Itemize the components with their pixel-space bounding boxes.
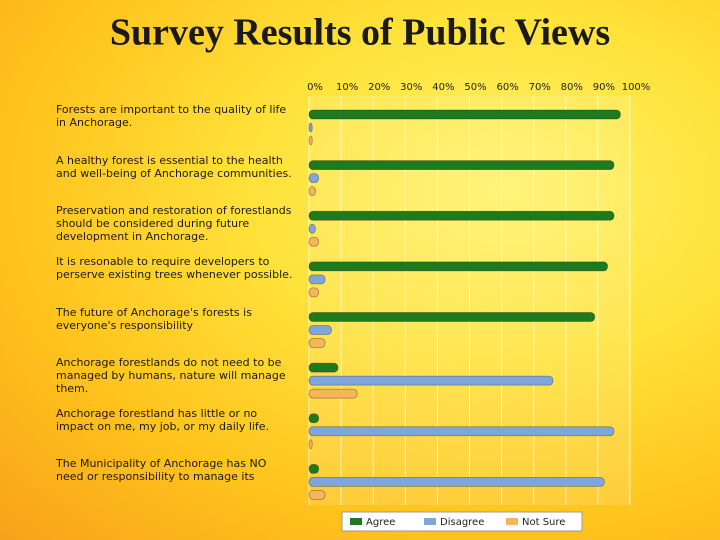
bar <box>308 426 615 437</box>
legend-swatch <box>350 518 362 525</box>
bar <box>308 463 320 474</box>
x-tick-label: 30% <box>400 82 422 93</box>
bar <box>308 489 326 500</box>
x-tick-label: 50% <box>464 82 486 93</box>
bar <box>308 325 332 335</box>
category-label: It is resonable to require developers to… <box>56 254 293 281</box>
bar <box>308 413 320 424</box>
category-label: Anchorage forestland has little or no im… <box>56 406 270 433</box>
bar <box>308 287 320 298</box>
legend-swatch <box>424 518 436 525</box>
legend-label: Agree <box>366 517 395 528</box>
bar <box>308 236 320 247</box>
legend-label: Not Sure <box>522 517 565 528</box>
category-label: The future of Anchorage's forests is eve… <box>56 305 252 332</box>
bar <box>308 160 615 171</box>
bar <box>308 223 316 234</box>
category-label: A healthy forest is essential to the hea… <box>56 153 292 180</box>
category-label: The Municipality of Anchorage has NO nee… <box>56 457 267 484</box>
bar <box>308 135 313 146</box>
bar <box>308 122 313 133</box>
bar <box>308 274 326 285</box>
x-tick-label: 80% <box>561 82 583 93</box>
category-label: Anchorage forestlands do not need to be … <box>56 356 286 396</box>
bar <box>308 173 320 184</box>
x-tick-label: 40% <box>432 82 454 93</box>
category-label: Forests are important to the quality of … <box>56 103 287 129</box>
bar <box>308 362 339 373</box>
bar <box>308 312 596 322</box>
legend-box <box>341 511 583 532</box>
x-tick-label: 70% <box>529 82 551 93</box>
bar <box>308 261 608 272</box>
bar <box>308 338 326 348</box>
legend-label: Disagree <box>440 517 484 528</box>
bar <box>308 439 313 450</box>
bar <box>308 186 316 197</box>
x-tick-label: 60% <box>496 82 518 93</box>
bar <box>308 388 358 399</box>
legend-swatch <box>506 518 518 525</box>
x-tick-label: 20% <box>368 82 390 93</box>
x-tick-label: 0% <box>307 82 323 93</box>
bar <box>308 375 554 386</box>
chart-title: Survey Results of Public Views <box>110 12 610 54</box>
x-tick-label: 100% <box>622 82 651 93</box>
category-label: Preservation and restoration of forestla… <box>56 204 292 244</box>
bar <box>308 476 605 487</box>
bar <box>308 109 621 120</box>
x-tick-label: 10% <box>336 82 358 93</box>
x-tick-label: 90% <box>593 82 615 93</box>
bar <box>308 210 615 221</box>
